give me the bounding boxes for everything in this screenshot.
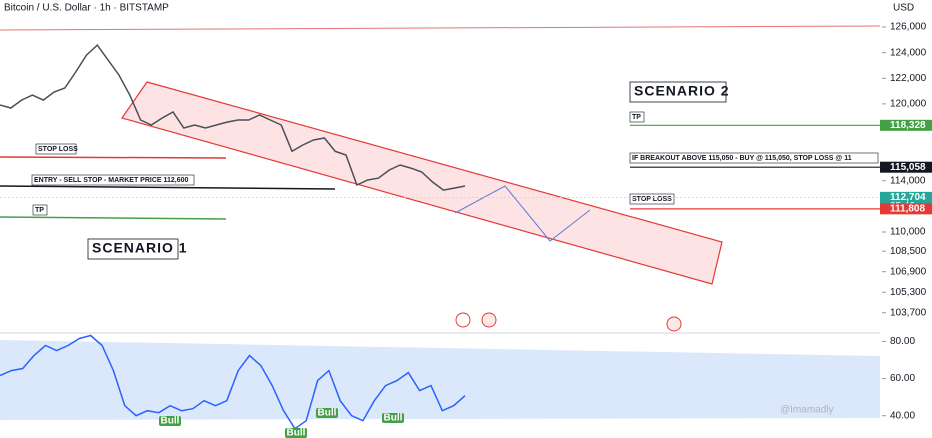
signal-label: Bull	[161, 416, 180, 427]
label-box	[629, 111, 645, 123]
rsi-band	[0, 340, 880, 420]
price-tag-label: 112,704	[890, 192, 926, 203]
price-tag	[880, 203, 932, 215]
annotation: IF BREAKOUT ABOVE 115,050 - BUY @ 115,05…	[632, 155, 852, 162]
label-box	[87, 238, 179, 260]
price-line	[0, 43, 466, 191]
y-tick-label: 103,700	[890, 307, 927, 318]
event-icon[interactable]	[666, 316, 682, 332]
signal-label: Bull	[318, 408, 337, 419]
entry-line	[0, 185, 336, 190]
label-box	[35, 143, 77, 155]
y-tick-label: 114,000	[890, 175, 926, 186]
price-tag-label: 118,328	[890, 120, 926, 131]
y-tick-label: 106,900	[890, 266, 927, 277]
chart-title: Bitcoin / U.S. Dollar · 1h · BITSTAMP	[4, 3, 169, 14]
annotation: SCENARIO 2	[634, 83, 730, 99]
plot: 126,000 124,000 122,000 120,000 114,000 110,0…	[0, 22, 932, 438]
y-tick-label: 40.00	[890, 410, 915, 421]
label-box	[629, 152, 879, 164]
rsi-line	[0, 334, 466, 430]
y-tick-label: 122,000	[890, 73, 927, 84]
event-icon[interactable]	[481, 312, 497, 328]
tp-line	[0, 216, 227, 220]
annotation: STOP LOSS	[38, 146, 78, 153]
signal-box	[285, 428, 307, 438]
y-tick-label: 80.00	[890, 336, 915, 347]
y-tick-label: 126,000	[890, 22, 927, 33]
signal-box	[316, 408, 338, 418]
label-box	[629, 81, 727, 103]
price-tag	[880, 161, 932, 173]
y-tick-label: 105,300	[890, 287, 927, 298]
currency: USD	[893, 3, 914, 14]
annotation: ENTRY - SELL STOP - MARKET PRICE 112,600	[34, 177, 189, 184]
annotation: STOP LOSS	[632, 196, 672, 203]
stop-loss-line	[0, 156, 227, 159]
price-tag-label: 111,808	[890, 203, 925, 214]
y-tick-label: 60.00	[890, 373, 915, 384]
label-box	[629, 193, 675, 205]
signal-label: Bull	[384, 413, 403, 424]
event-icon[interactable]	[455, 312, 471, 328]
price-tag-label: 115,058	[890, 162, 926, 173]
label-box	[31, 174, 195, 186]
trend-line	[0, 25, 881, 31]
signal-box	[382, 413, 404, 423]
annotation: TP	[632, 114, 641, 121]
label-box	[32, 204, 48, 216]
y-tick-label: 108,500	[890, 246, 927, 257]
y-tick-label: 120,000	[890, 99, 927, 110]
signal-box	[159, 416, 181, 426]
annotation: SCENARIO 1	[92, 240, 188, 256]
channel	[121, 81, 723, 285]
y-tick-label: 124,000	[890, 47, 927, 58]
projection	[454, 185, 591, 242]
annotation: TP	[35, 207, 44, 214]
price-tag	[880, 119, 932, 131]
y-tick-label: 110,000	[890, 227, 926, 238]
watermark: @Imamadly	[780, 405, 834, 416]
signal-label: Bull	[287, 428, 306, 438]
